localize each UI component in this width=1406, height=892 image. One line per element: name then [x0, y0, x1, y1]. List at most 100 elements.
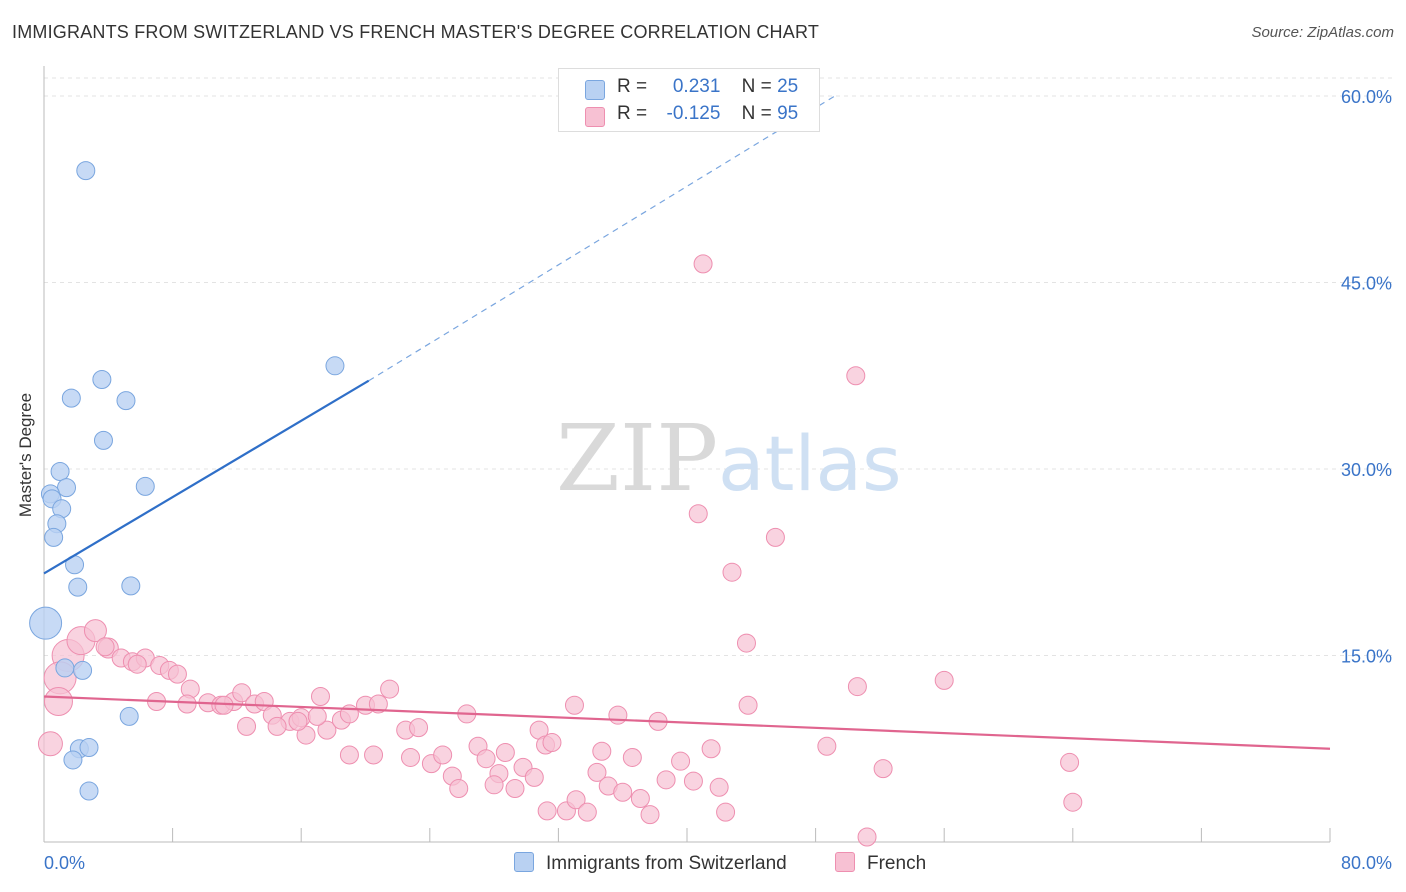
bottom-legend-swatch-blue [514, 852, 534, 872]
data-point-french [177, 694, 197, 714]
trendline-french [43, 695, 1331, 750]
data-point-switzerland [68, 577, 88, 597]
data-point-french [524, 767, 544, 787]
legend-text: R = 0.231 N = 25 [617, 76, 798, 98]
data-point-french [587, 762, 607, 782]
data-point-french [1060, 752, 1080, 772]
data-point-french [1063, 792, 1083, 812]
legend-r-label: R = [617, 76, 648, 97]
watermark-zip: ZIP [556, 405, 718, 512]
bottom-legend-label: Immigrants from Switzerland [546, 853, 787, 874]
data-point-switzerland [50, 461, 70, 481]
data-point-french [214, 695, 234, 715]
data-point-french [622, 747, 642, 767]
data-point-french [380, 679, 400, 699]
data-point-french [693, 254, 713, 274]
trendline-switzerland [43, 379, 370, 575]
data-point-french [307, 706, 327, 726]
data-point-french [846, 366, 866, 386]
data-point-french [716, 802, 736, 822]
data-point-french [476, 749, 496, 769]
data-point-french [127, 654, 147, 674]
data-point-french [564, 695, 584, 715]
data-point-french [765, 527, 785, 547]
data-point-switzerland [44, 527, 64, 547]
trendline-switzerland-extension [368, 95, 836, 382]
source-label: Source: ZipAtlas.com [1251, 24, 1394, 41]
data-point-french [857, 827, 877, 847]
data-point-switzerland [121, 576, 141, 596]
y-axis-label: Master's Degree [16, 392, 35, 518]
data-point-switzerland [73, 660, 93, 680]
data-point-switzerland [63, 750, 83, 770]
data-point-french [339, 745, 359, 765]
data-point-switzerland [325, 356, 345, 376]
data-point-switzerland [57, 478, 77, 498]
legend-text: R = -0.125 N = 95 [617, 103, 798, 125]
data-point-french [671, 751, 691, 771]
data-point-switzerland [93, 430, 113, 450]
bottom-legend-label: French [867, 853, 927, 874]
data-point-french [656, 770, 676, 790]
y-tick-label: 60.0% [1341, 87, 1392, 107]
y-tick-label: 30.0% [1341, 460, 1392, 480]
data-point-french [683, 771, 703, 791]
data-point-french [847, 677, 867, 697]
data-point-french [37, 731, 63, 757]
legend-r-value: -0.125 [666, 103, 721, 124]
data-point-switzerland [119, 706, 139, 726]
data-point-switzerland [79, 781, 99, 801]
data-point-french [613, 782, 633, 802]
data-point-french [433, 745, 453, 765]
chart-title: IMMIGRANTS FROM SWITZERLAND VS FRENCH MA… [12, 22, 820, 42]
legend-swatch-pink [585, 107, 605, 127]
data-point-french [401, 747, 421, 767]
data-point-switzerland [116, 391, 136, 411]
bottom-legend-switzerland: Immigrants from Switzerland [514, 852, 787, 875]
data-point-french [630, 788, 650, 808]
data-point-switzerland [61, 388, 81, 408]
data-point-french [409, 718, 429, 738]
data-point-switzerland [135, 476, 155, 496]
x-tick-label: 80.0% [1341, 853, 1392, 873]
data-point-switzerland [79, 738, 99, 758]
data-point-french [95, 637, 115, 657]
data-point-french [592, 741, 612, 761]
data-point-french [43, 687, 73, 717]
data-point-french [364, 745, 384, 765]
data-point-french [449, 779, 469, 799]
data-point-french [83, 619, 107, 643]
legend-r-label: R = [617, 103, 648, 124]
legend-n-value: 25 [777, 76, 799, 97]
data-point-switzerland [55, 658, 75, 678]
data-point-french [640, 805, 660, 825]
data-point-switzerland [76, 161, 96, 181]
data-point-french [934, 670, 954, 690]
data-point-french [368, 694, 388, 714]
data-point-french [167, 664, 187, 684]
data-point-french [495, 742, 515, 762]
data-point-french [232, 683, 252, 703]
y-tick-label: 15.0% [1341, 647, 1392, 667]
data-point-french [484, 775, 504, 795]
data-point-french [566, 790, 586, 810]
bottom-legend-swatch-pink [835, 852, 855, 872]
data-point-french [688, 504, 708, 524]
x-tick-label: 0.0% [44, 853, 85, 873]
data-point-french [288, 711, 308, 731]
data-point-french [267, 716, 287, 736]
legend-n-label: N = [741, 76, 772, 97]
data-point-french [577, 802, 597, 822]
data-point-french [736, 633, 756, 653]
y-tick-label: 45.0% [1341, 274, 1392, 294]
legend-r-value: 0.231 [672, 76, 721, 97]
data-point-french [608, 705, 628, 725]
data-point-french [873, 759, 893, 779]
data-point-switzerland [92, 369, 112, 389]
data-point-french [709, 777, 729, 797]
data-point-french [310, 687, 330, 707]
legend-swatch-blue [585, 80, 605, 100]
correlation-legend: R = 0.231 N = 25 R = -0.125 N = 95 [558, 68, 820, 132]
data-point-french [701, 739, 721, 759]
